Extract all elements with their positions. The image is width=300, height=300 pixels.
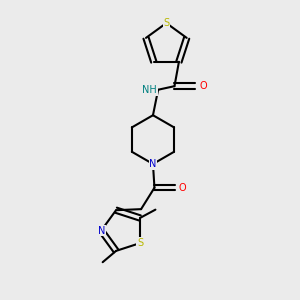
Text: O: O: [179, 183, 187, 193]
Text: N: N: [98, 226, 105, 236]
Text: S: S: [137, 238, 143, 248]
Text: NH: NH: [142, 85, 157, 95]
Text: O: O: [200, 81, 207, 91]
Text: N: N: [149, 159, 157, 169]
Text: S: S: [163, 18, 170, 28]
